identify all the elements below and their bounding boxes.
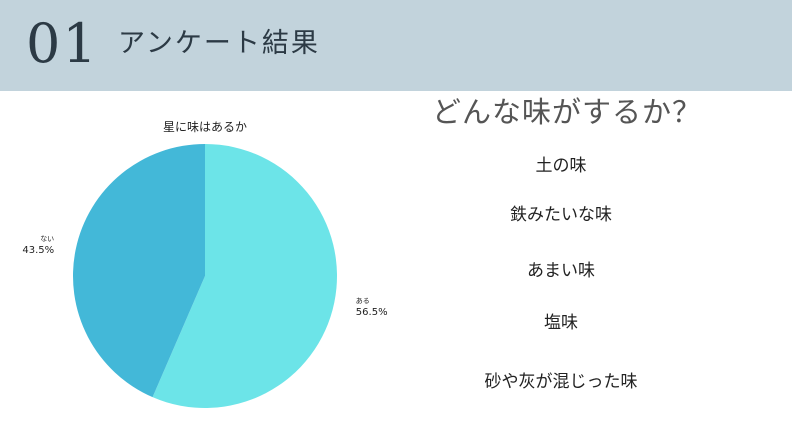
header-banner: 01 アンケート結果 (0, 0, 792, 91)
answer-item: 鉄みたいな味 (510, 205, 612, 225)
pie-slices (72, 144, 337, 408)
answer-item: 土の味 (535, 156, 587, 176)
pie-labels: ある 56.5% ない 43.5% (22, 235, 387, 318)
pie-slice-1 (152, 144, 337, 408)
pie-chart: 星に味はあるか ある 56.5% ない 43.5% (22, 120, 388, 408)
slice-label: ある (356, 297, 370, 305)
slice-percentage: 56.5% (356, 307, 388, 318)
pie-slice-2 (72, 144, 205, 398)
slice-percentage: 43.5% (22, 245, 54, 256)
question-heading: どんな味がするか？ (432, 95, 703, 129)
slide-title: アンケート結果 (118, 28, 320, 59)
answer-item: 塩味 (544, 313, 578, 333)
slice-label: ない (40, 235, 54, 243)
chart-title: 星に味はあるか (163, 120, 247, 134)
answer-item: 砂や灰が混じった味 (484, 372, 638, 392)
answer-item: あまい味 (527, 261, 595, 281)
slide-number: 01 (26, 12, 99, 75)
